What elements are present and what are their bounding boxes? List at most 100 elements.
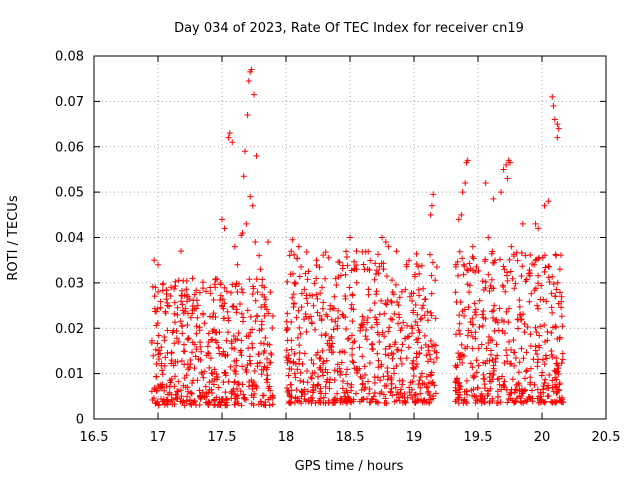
data-point [471,300,478,307]
data-point [310,302,317,309]
data-point [288,365,295,372]
data-point [467,265,474,272]
data-point [371,374,378,381]
data-point [558,304,565,311]
data-point [545,393,552,400]
data-point [150,352,157,359]
data-point [244,362,251,369]
data-point [303,328,310,335]
data-point [152,284,159,291]
data-point [364,336,371,343]
data-point [289,294,296,301]
data-point [471,373,478,380]
data-point [393,346,400,353]
data-point [260,340,267,347]
data-point [221,284,228,291]
data-point [396,294,403,301]
data-point [541,322,548,329]
data-point [179,330,186,337]
data-point [490,365,497,372]
data-point [315,399,322,406]
data-point [381,310,388,317]
data-point [510,253,517,260]
data-point [235,400,242,407]
data-point [197,357,204,364]
data-point [158,396,165,403]
data-point [541,379,548,386]
data-point [372,271,379,278]
data-point [347,234,353,241]
data-point [311,369,318,376]
data-point [320,358,327,365]
data-point [504,175,511,182]
data-point [320,299,327,306]
data-point [455,380,462,387]
data-point [470,255,477,262]
data-point [399,341,406,348]
data-point [332,318,339,325]
data-point [455,216,462,223]
data-point [552,399,559,406]
data-point [207,290,214,297]
data-point [521,321,528,327]
data-point [185,335,192,342]
data-point [391,310,398,317]
data-point [431,382,438,389]
data-point [360,317,367,324]
data-point [508,360,515,367]
data-point [455,272,462,279]
data-point [496,305,503,312]
data-point [221,225,228,232]
data-point [377,377,384,384]
data-point [421,296,428,303]
data-point [387,315,394,322]
data-point [497,398,504,405]
data-point [171,383,178,390]
data-point [354,365,361,372]
data-point [463,377,470,384]
data-point [244,307,251,314]
data-point [213,394,220,401]
data-point [174,395,181,402]
data-point [417,374,424,381]
data-point [540,356,547,363]
data-point [541,268,548,275]
data-point [206,379,213,386]
data-point [298,393,305,400]
data-point [459,189,466,196]
data-point [343,400,350,407]
data-point [371,299,378,306]
data-point [376,311,383,318]
data-point [422,341,429,348]
data-point [548,290,555,297]
data-point [379,234,385,241]
data-point [322,400,329,407]
data-point [152,346,159,353]
data-point [267,387,274,394]
data-point [200,285,207,292]
data-point [174,304,181,311]
data-point [353,390,360,397]
data-point [358,320,365,327]
data-point [418,344,425,351]
data-point [308,400,315,407]
data-point [200,311,207,318]
data-point [210,381,217,388]
data-point [556,334,563,341]
data-point [157,385,164,392]
data-point [554,121,561,128]
data-point [240,394,247,401]
data-point [548,351,555,358]
data-point [253,152,260,159]
data-point [376,263,383,270]
data-point [154,340,161,347]
data-point [473,369,480,376]
data-point [473,357,480,364]
data-point [428,312,435,319]
data-point [425,347,432,354]
data-point [481,376,488,383]
data-point [314,295,321,302]
data-point [504,399,511,406]
data-point [416,351,423,358]
data-point [313,257,320,264]
